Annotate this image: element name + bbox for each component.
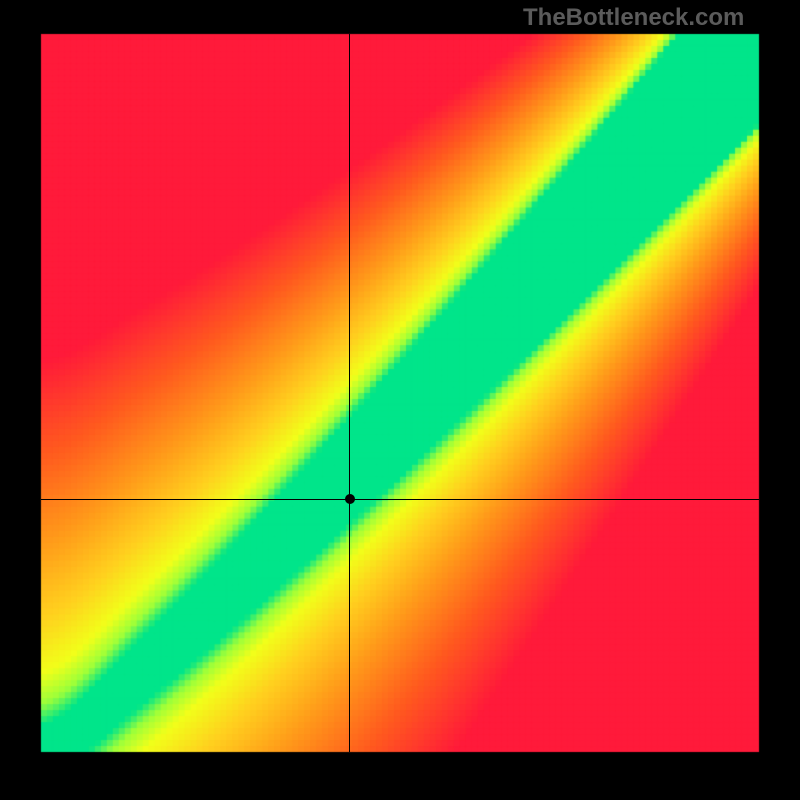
crosshair-horizontal: [41, 499, 759, 500]
watermark-text: TheBottleneck.com: [523, 4, 744, 32]
crosshair-vertical: [349, 34, 350, 752]
crosshair-marker: [345, 494, 355, 504]
bottleneck-heatmap: [0, 0, 800, 800]
